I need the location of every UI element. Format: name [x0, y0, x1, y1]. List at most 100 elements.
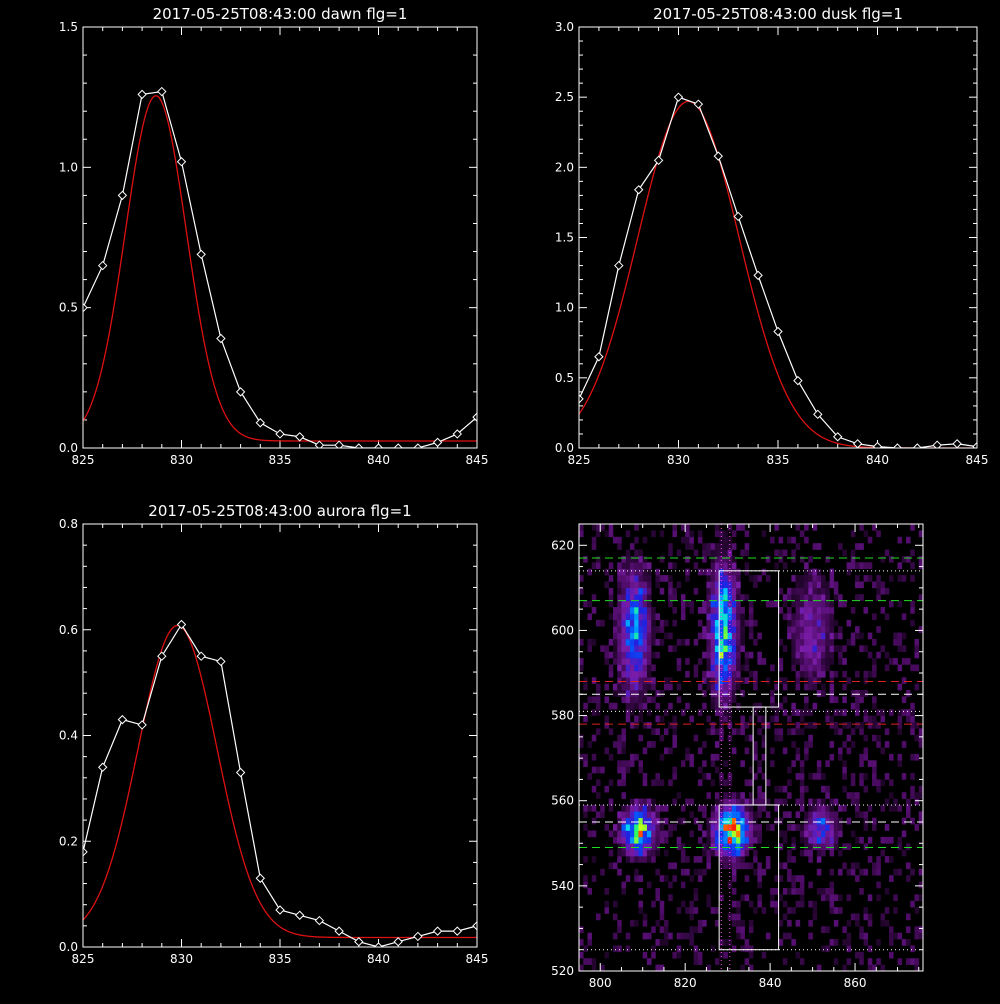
heatmap-cell [651, 824, 656, 831]
heatmap-cell [634, 626, 639, 633]
heatmap-cell [880, 709, 886, 716]
heatmap-cell [821, 836, 826, 844]
heatmap-cell [625, 702, 631, 710]
heatmap-cell [816, 824, 822, 831]
heatmap-cell [672, 530, 677, 538]
heatmap-cell [638, 600, 644, 608]
heatmap-cell [897, 600, 903, 608]
heatmap-cell [719, 600, 724, 608]
heatmap-cell [638, 581, 644, 589]
heatmap-cell [621, 836, 627, 844]
heatmap-cell [748, 919, 754, 927]
heatmap-cell [629, 919, 635, 927]
heatmap-cell [685, 798, 690, 806]
heatmap-cell [821, 594, 826, 601]
data-point-marker [932, 440, 942, 448]
heatmap-cell [757, 836, 762, 844]
heatmap-cell [706, 773, 711, 780]
heatmap-cell [744, 619, 750, 627]
heatmap-cell [876, 741, 881, 748]
heatmap-cell [723, 594, 728, 601]
heatmap-cell [872, 581, 877, 589]
heatmap-cell [583, 945, 588, 953]
heatmap-cell [672, 562, 677, 569]
heatmap-cell [901, 696, 907, 704]
heatmap-cell [629, 811, 635, 819]
heatmap-cell [804, 824, 809, 831]
data-point-marker [275, 905, 285, 915]
heatmap-cell [706, 824, 711, 831]
heatmap-cell [833, 894, 839, 902]
heatmap-cell [795, 524, 801, 531]
heatmap-cell [693, 670, 699, 678]
heatmap-cell [825, 651, 830, 659]
heatmap-cell [689, 939, 694, 946]
heatmap-cell [795, 709, 801, 716]
heatmap-cell [727, 843, 733, 850]
data-point-marker [334, 926, 344, 936]
heatmap-cell [876, 856, 881, 863]
y-tick-label: 3.0 [555, 20, 574, 34]
heatmap-cell [825, 804, 830, 812]
heatmap-cell [906, 804, 911, 812]
heatmap-cell [799, 900, 805, 908]
heatmap-cell [816, 543, 822, 550]
heatmap-cell [625, 824, 631, 831]
data-point-marker [294, 432, 305, 442]
heatmap-cell [838, 543, 843, 550]
heatmap-cell [714, 575, 720, 582]
heatmap-cell [791, 619, 796, 627]
heatmap-cell [736, 862, 741, 870]
heatmap-cell [612, 638, 618, 646]
heatmap-cell [850, 690, 856, 697]
heatmap-cell [668, 862, 673, 870]
heatmap-cell [816, 773, 822, 780]
heatmap-cell [685, 670, 690, 678]
heatmap-cell [821, 664, 826, 672]
heatmap-cell [617, 919, 622, 927]
heatmap-cell [714, 830, 720, 838]
heatmap-cell [719, 715, 724, 723]
heatmap-cell [850, 773, 856, 780]
heatmap-cell [587, 773, 593, 780]
heatmap-cell [825, 760, 830, 767]
heatmap-cell [829, 881, 835, 889]
heatmap-area [579, 524, 923, 971]
data-point-marker [255, 418, 266, 428]
heatmap-cell [634, 875, 639, 882]
heatmap-cell [842, 760, 847, 767]
heatmap-cell [621, 824, 627, 831]
heatmap-cell [816, 887, 822, 895]
data-point-marker [275, 429, 285, 439]
heatmap-cell [910, 868, 915, 876]
heatmap-cell [693, 907, 699, 914]
heatmap-cell [604, 747, 610, 755]
heatmap-cell [706, 581, 711, 589]
heatmap-cell [867, 894, 873, 902]
heatmap-cell [863, 670, 869, 678]
heatmap-cell [659, 907, 665, 914]
heatmap-cell [629, 626, 635, 633]
heatmap-cell [918, 626, 923, 633]
heatmap-cell [859, 868, 864, 876]
heatmap-cell [859, 958, 864, 965]
heatmap-cell [748, 830, 754, 838]
heatmap-cell [867, 804, 873, 812]
heatmap-cell [659, 715, 665, 723]
heatmap-cell [804, 677, 809, 684]
heatmap-cell [897, 632, 903, 640]
heatmap-cell [714, 524, 720, 531]
heatmap-cell [901, 645, 907, 653]
heatmap-cell [901, 677, 907, 684]
heatmap-cell [727, 658, 733, 665]
heatmap-cell [680, 760, 686, 767]
heatmap-cell [867, 964, 873, 971]
heatmap-cell [736, 926, 741, 933]
heatmap-cell [846, 843, 852, 850]
heatmap-cell [791, 843, 796, 850]
heatmap-cell [761, 792, 767, 799]
heatmap-cell [906, 709, 911, 716]
heatmap-cell [689, 811, 694, 819]
heatmap-cell [714, 645, 720, 653]
heatmap-cell [625, 856, 631, 863]
